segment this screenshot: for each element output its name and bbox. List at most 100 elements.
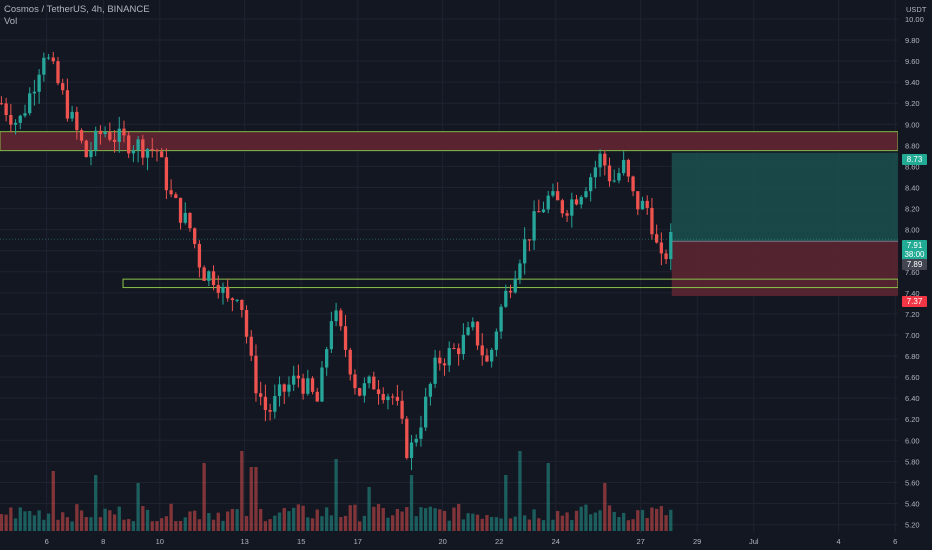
candle-body (659, 242, 664, 254)
volume-bar (98, 517, 103, 531)
volume-bar (259, 509, 263, 531)
x-tick-label: 22 (495, 537, 503, 546)
candle-body (70, 111, 74, 119)
candle-body (254, 355, 258, 394)
x-tick-label: 8 (101, 537, 105, 546)
candle-body (527, 239, 532, 241)
volume-bar (447, 520, 451, 531)
candle-body (207, 271, 211, 281)
volume-bar (103, 508, 107, 531)
candle-body (51, 57, 55, 62)
candle-body (306, 378, 310, 394)
volume-bar (9, 507, 13, 531)
volume-bar (325, 507, 329, 531)
volume-indicator-label[interactable]: Vol (4, 16, 18, 27)
candle-body (136, 139, 140, 151)
candle-body (447, 348, 451, 366)
y-tick-label: 5.20 (905, 521, 920, 530)
candle-body (348, 349, 352, 375)
volume-bar (127, 519, 131, 531)
chart-legend: Cosmos / TetherUS, 4h, BINANCE Vol (4, 4, 150, 28)
volume-bar (457, 503, 461, 531)
candle-body (353, 374, 357, 389)
volume-bar (504, 475, 508, 531)
candle-body (617, 173, 621, 181)
volume-bar (617, 517, 621, 531)
volume-bar (654, 508, 659, 531)
volume-bar (244, 516, 249, 531)
volume-bar (358, 521, 362, 531)
volume-bar (339, 517, 343, 531)
volume-bar (546, 463, 550, 531)
volume-bar (461, 519, 466, 531)
candle-body (226, 286, 230, 299)
volume-bar (84, 517, 88, 531)
volume-bar (117, 506, 121, 531)
candle-body (556, 191, 560, 201)
x-tick-label: Jul (749, 537, 759, 546)
volume-bar (310, 518, 315, 531)
candlesticks[interactable] (0, 51, 673, 471)
volume-bar (226, 511, 230, 531)
y-tick-label: 8.80 (905, 141, 920, 150)
candle-body (103, 131, 107, 135)
symbol-title[interactable]: Cosmos / TetherUS, 4h, BINANCE (4, 4, 150, 15)
volume-bar (480, 518, 484, 531)
volume-bar (75, 504, 79, 531)
volume-bar (391, 515, 395, 531)
candle-body (32, 91, 37, 94)
x-tick-label: 6 (45, 537, 49, 546)
y-tick-label: 5.40 (905, 500, 920, 509)
volume-bar (188, 511, 192, 531)
volume-bar (607, 505, 612, 531)
y-tick-label: 7.40 (905, 289, 920, 298)
volume-bar (263, 521, 268, 531)
candle-body (169, 190, 173, 195)
volume-bar (424, 508, 428, 531)
candle-body (452, 348, 456, 350)
candle-body (654, 234, 659, 243)
candle-body (268, 410, 272, 412)
candle-body (560, 200, 565, 214)
volume-bar (254, 467, 258, 531)
resistance-zone (0, 131, 899, 152)
volume-bar (650, 507, 654, 531)
candle-body (494, 331, 499, 350)
candle-body (240, 299, 244, 311)
volume-bar (622, 512, 626, 531)
y-tick-label: 6.60 (905, 373, 920, 382)
candle-body (518, 263, 522, 279)
candle-body (372, 376, 376, 390)
candle-body (18, 115, 22, 123)
candle-body (61, 83, 65, 91)
x-tick-label: 24 (552, 537, 560, 546)
volume-bar (277, 512, 282, 531)
volume-bar (593, 512, 598, 531)
volume-bar (164, 516, 169, 531)
candle-body (131, 150, 136, 154)
volume-bar (452, 507, 456, 531)
volume-bar (353, 504, 357, 531)
volume-bar (28, 511, 32, 531)
long-position-tool[interactable] (671, 152, 898, 296)
y-tick-label: 9.40 (905, 78, 920, 87)
volume-bar (367, 487, 371, 531)
volume-bar (292, 507, 296, 531)
volume-bar (0, 514, 4, 531)
volume-bar (169, 503, 173, 531)
candle-body (301, 378, 305, 394)
stop-price-value: 7.37 (906, 297, 923, 306)
candle-body (607, 165, 612, 182)
candle-body (56, 61, 60, 84)
axes: USDT 10.009.809.609.409.209.008.808.608.… (45, 0, 932, 550)
volume-bar (273, 515, 277, 531)
candle-body (622, 159, 626, 174)
candle-body (164, 157, 169, 191)
price-axis-panel[interactable] (898, 0, 932, 550)
volume-bar (301, 505, 305, 531)
volume-bar (155, 521, 159, 531)
stop-zone (671, 241, 898, 296)
volume-bar (414, 516, 418, 531)
candle-body (89, 150, 93, 158)
